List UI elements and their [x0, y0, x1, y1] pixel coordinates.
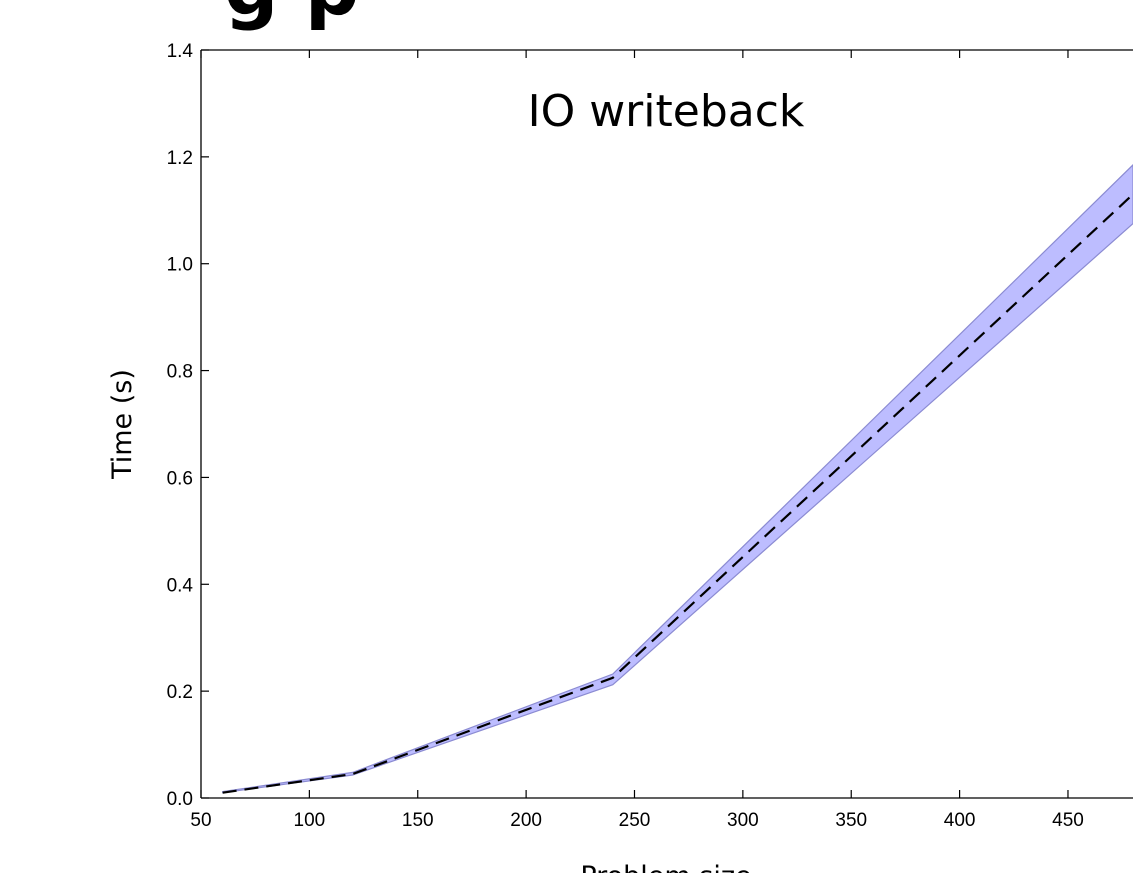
- x-tick-label-250: 250: [619, 810, 651, 831]
- confidence-band-layer: [222, 164, 1133, 794]
- x-tick-label-150: 150: [402, 810, 434, 831]
- x-tick-label-350: 350: [835, 810, 867, 831]
- y-tick-label-0.2: 0.2: [167, 682, 193, 703]
- x-tick-label-300: 300: [727, 810, 759, 831]
- y-tick-label-0.4: 0.4: [167, 575, 194, 596]
- x-axis-title: Problem size: [580, 861, 751, 873]
- y-tick-label-1.4: 1.4: [167, 41, 194, 62]
- y-tick-label-0.0: 0.0: [167, 789, 193, 810]
- chart-annotation: IO writeback: [528, 86, 805, 137]
- heading-fragment: g p: [224, 0, 359, 32]
- mean-line-1: [222, 193, 1133, 794]
- x-tick-label-100: 100: [294, 810, 326, 831]
- x-tick-label-200: 200: [510, 810, 542, 831]
- y-axis-title: Time (s): [107, 369, 138, 480]
- y-tick-label-1.0: 1.0: [167, 255, 193, 276]
- mean-line-layer: [222, 193, 1133, 794]
- x-axis-ticks: 50 100 150 200 250 300 350 400 450: [190, 50, 1084, 831]
- x-tick-label-400: 400: [944, 810, 976, 831]
- x-tick-label-50: 50: [190, 810, 211, 831]
- y-tick-label-0.8: 0.8: [167, 362, 193, 383]
- axes: [200, 49, 1133, 799]
- y-axis-ticks: 0.0 0.2 0.4 0.6 0.8 1.0 1.2 1.4: [167, 41, 209, 810]
- y-tick-label-0.6: 0.6: [167, 468, 193, 489]
- y-tick-label-1.2: 1.2: [167, 148, 193, 169]
- x-tick-label-450: 450: [1052, 810, 1084, 831]
- confidence-band-1: [222, 164, 1133, 794]
